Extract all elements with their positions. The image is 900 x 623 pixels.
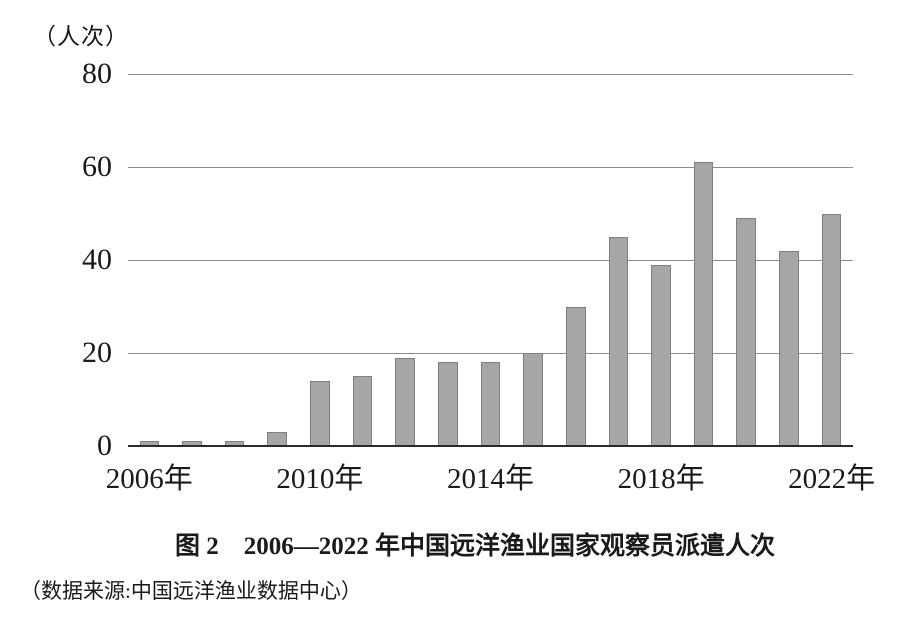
y-axis-tick-label-20: 20	[82, 336, 112, 369]
x-axis-line	[128, 445, 853, 447]
x-axis-tick-label-12: 2018年	[617, 463, 705, 495]
x-axis-tick-labels: 2006年 2010年 2014年 2018年 2022年	[106, 446, 875, 495]
bar-slot-2010	[299, 74, 342, 446]
bar-slot-2019	[682, 74, 725, 446]
bar-2021	[779, 250, 799, 446]
x-axis-tick-label-8: 2014年	[446, 463, 535, 495]
bar-2010	[310, 380, 330, 446]
plot-area: 2006年 2010年 2014年 2018年 2022年	[106, 74, 875, 495]
bars-container	[128, 74, 853, 446]
data-source-note: （数据来源:中国远洋渔业数据中心）	[20, 579, 362, 603]
figure-caption: 图 2 2006—2022 年中国远洋渔业国家观察员派遣人次	[174, 533, 775, 560]
bar-2009	[267, 432, 288, 446]
bar-2020	[736, 218, 757, 446]
gridline-60	[128, 167, 853, 168]
bar-2019	[693, 162, 714, 446]
bar-slot-2020	[725, 74, 768, 446]
bar-slot-2011	[341, 74, 384, 446]
x-axis-tick-label-4: 2010年	[276, 463, 364, 495]
bar-2018	[651, 264, 671, 446]
x-axis-tick-label-0: 2006年	[105, 463, 193, 495]
bar-slot-2022	[810, 74, 853, 446]
bar-slot-2012	[384, 74, 427, 446]
bar-slot-2021	[768, 74, 811, 446]
bar-2012	[395, 357, 415, 446]
bar-2007	[182, 441, 202, 446]
bar-slot-2016	[554, 74, 597, 446]
y-axis-tick-label-0: 0	[97, 429, 112, 462]
bar-2016	[565, 306, 586, 446]
bar-2011	[352, 376, 373, 446]
y-axis-tick-label-60: 60	[82, 150, 112, 183]
bar-2014	[480, 362, 501, 446]
bar-2015	[523, 353, 543, 446]
bar-slot-2017	[597, 74, 640, 446]
bar-2013	[438, 362, 458, 446]
bar-2022	[821, 213, 842, 446]
y-axis-unit-label: （人次）	[33, 24, 129, 49]
bar-2017	[608, 236, 629, 446]
bar-slot-2015	[512, 74, 555, 446]
y-axis-tick-label-80: 80	[82, 57, 112, 90]
gridline-20	[128, 353, 853, 354]
gridline-40	[128, 260, 853, 261]
bar-slot-2014	[469, 74, 512, 446]
gridline-80	[128, 74, 853, 75]
bar-slot-2009	[256, 74, 299, 446]
bar-slot-2008	[213, 74, 256, 446]
bar-slot-2018	[640, 74, 683, 446]
y-axis-tick-label-40: 40	[82, 243, 112, 276]
bar-slot-2007	[171, 74, 214, 446]
bar-2006	[139, 441, 160, 446]
bar-slot-2006	[128, 74, 171, 446]
x-axis-tick-label-16: 2022年	[788, 463, 876, 495]
bar-2008	[224, 441, 245, 446]
bar-slot-2013	[426, 74, 469, 446]
